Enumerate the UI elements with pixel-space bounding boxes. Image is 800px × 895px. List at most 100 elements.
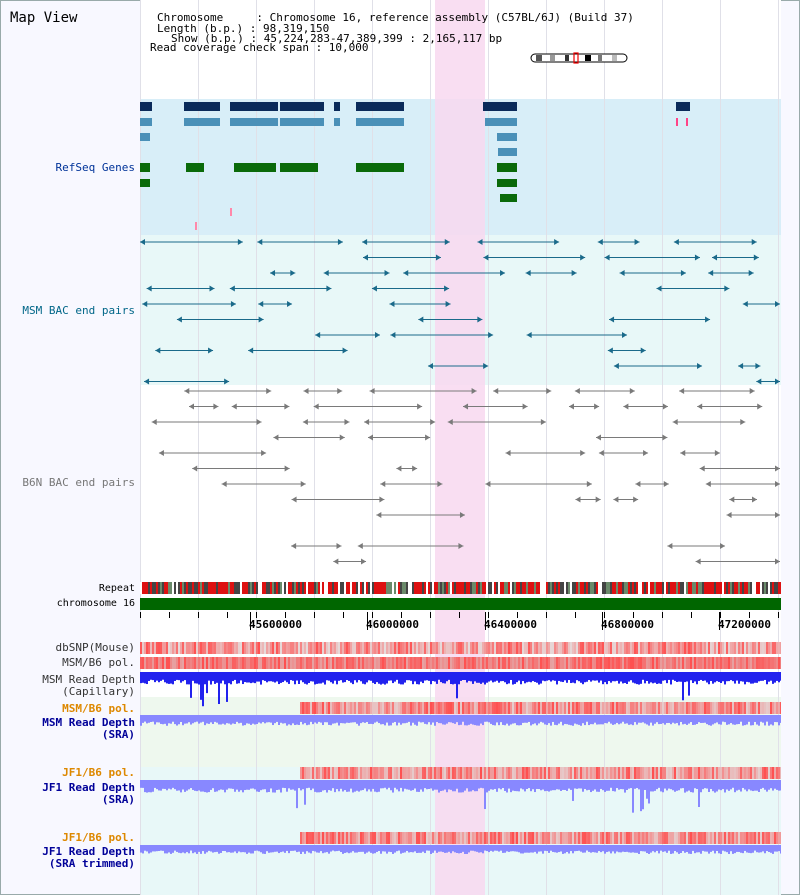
polymorphism-heat <box>662 642 664 654</box>
polymorphism-heat <box>712 642 714 654</box>
msm-bac-pair <box>375 332 381 338</box>
repeat-mark <box>468 582 470 594</box>
polymorphism-heat <box>464 657 466 669</box>
polymorphism-heat <box>426 657 428 669</box>
read-depth-bar <box>638 845 640 854</box>
read-depth-bar <box>344 845 346 853</box>
read-depth-bar <box>300 780 302 791</box>
read-depth-bar <box>400 845 402 854</box>
polymorphism-heat <box>710 832 712 844</box>
polymorphism-heat <box>420 767 422 779</box>
track-label-refseq[interactable]: RefSeq Genes <box>55 161 135 174</box>
read-depth-bar <box>294 845 296 851</box>
read-depth-bar <box>150 672 152 680</box>
read-depth-bar <box>490 672 492 681</box>
polymorphism-heat <box>590 702 592 714</box>
read-depth-bar <box>356 780 358 791</box>
read-depth-bar <box>206 780 208 793</box>
read-depth-bar <box>728 845 730 854</box>
read-depth-bar <box>602 672 604 685</box>
polymorphism-heat <box>648 832 650 844</box>
read-depth-bar <box>410 845 412 853</box>
b6n-bac-pair <box>575 496 581 503</box>
read-depth-bar <box>174 672 176 681</box>
read-depth-bar <box>644 780 646 790</box>
polymorphism-heat <box>720 657 722 669</box>
repeat-mark <box>212 582 214 594</box>
polymorphism-heat <box>446 767 448 779</box>
read-depth-bar <box>444 780 446 790</box>
read-depth-bar <box>298 845 300 852</box>
repeat-mark <box>430 582 432 594</box>
read-depth-bar <box>604 780 606 792</box>
polymorphism-heat <box>318 702 320 714</box>
msm-bac-pair <box>230 301 236 307</box>
track-label-jf1-read-depth-trimmed-sub: (SRA trimmed) <box>48 857 135 870</box>
polymorphism-heat <box>506 767 508 779</box>
read-depth-bar <box>218 780 220 791</box>
polymorphism-heat <box>740 642 742 654</box>
repeat-mark <box>148 582 150 594</box>
repeat-mark <box>542 582 544 594</box>
polymorphism-heat <box>256 657 258 669</box>
read-depth-bar <box>654 715 656 724</box>
read-depth-bar <box>188 780 190 790</box>
polymorphism-heat <box>774 702 776 714</box>
polymorphism-heat <box>378 657 380 669</box>
read-depth-bar <box>210 715 212 723</box>
msm-bac-pair <box>712 254 718 261</box>
read-depth-bar <box>290 672 292 681</box>
repeat-mark <box>730 582 732 594</box>
axis-tick <box>719 612 720 630</box>
read-depth-bar <box>722 845 724 851</box>
polymorphism-heat <box>742 642 744 654</box>
polymorphism-heat <box>618 832 620 844</box>
b6n-bac-pair <box>574 388 580 394</box>
read-depth-bar <box>180 715 182 722</box>
read-depth-bar <box>186 715 188 724</box>
repeat-mark <box>338 582 340 594</box>
read-depth-bar <box>380 672 382 685</box>
repeat-mark <box>762 582 764 594</box>
msm-bac-pair <box>680 270 686 276</box>
axis-tick-label: 45600000 <box>249 618 302 631</box>
polymorphism-heat <box>362 702 364 714</box>
read-depth-bar <box>238 715 240 724</box>
polymorphism-heat <box>592 642 594 654</box>
read-depth-bar <box>606 672 608 685</box>
read-depth-bar <box>252 780 254 789</box>
msm-bac-pair <box>270 270 276 276</box>
polymorphism-heat <box>310 642 312 654</box>
repeat-mark <box>438 582 440 594</box>
polymorphism-heat <box>224 657 226 669</box>
polymorphism-heat <box>324 642 326 654</box>
track-label-msm-bac[interactable]: MSM BAC end pairs <box>22 304 135 317</box>
polymorphism-heat <box>718 702 720 714</box>
genome-tracks-canvas[interactable] <box>140 0 781 895</box>
polymorphism-heat <box>398 702 400 714</box>
polymorphism-heat <box>320 832 322 844</box>
read-depth-bar <box>524 845 526 853</box>
gridline <box>198 0 199 895</box>
polymorphism-heat <box>748 767 750 779</box>
polymorphism-heat <box>364 702 366 714</box>
read-depth-bar <box>642 780 644 810</box>
polymorphism-heat <box>242 642 244 654</box>
read-depth-bar <box>534 715 536 724</box>
read-depth-bar <box>690 672 692 681</box>
polymorphism-heat <box>694 832 696 844</box>
read-depth-bar <box>170 845 172 854</box>
gene-model <box>280 118 324 126</box>
polymorphism-heat <box>238 642 240 654</box>
repeat-mark <box>526 582 528 594</box>
polymorphism-heat <box>738 657 740 669</box>
read-depth-bar <box>724 715 726 723</box>
track-label-b6n-bac[interactable]: B6N BAC end pairs <box>22 476 135 489</box>
read-depth-bar <box>732 672 734 682</box>
genome-plot-area[interactable]: Chromosome : Chromosome 16, reference as… <box>140 0 781 895</box>
polymorphism-heat <box>514 657 516 669</box>
polymorphism-heat <box>412 642 414 654</box>
repeat-mark <box>760 582 762 594</box>
read-depth-bar <box>670 780 672 790</box>
polymorphism-heat <box>328 702 330 714</box>
